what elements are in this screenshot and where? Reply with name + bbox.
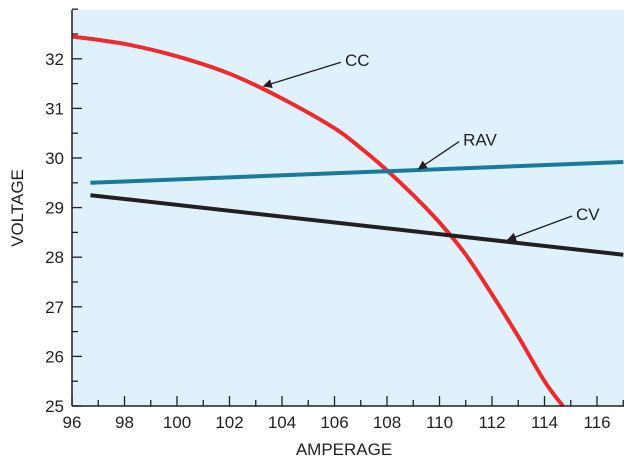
y-tick-label: 25 [45, 397, 64, 416]
y-tick-label: 27 [45, 298, 64, 317]
plot-area [72, 10, 624, 406]
annotation-arrow [262, 61, 342, 89]
y-axis-title: VOLTAGE [8, 169, 27, 247]
annotation-arrow [506, 215, 573, 242]
y-tick-label: 30 [45, 149, 64, 168]
annotation-label-rav: RAV [463, 131, 497, 150]
x-tick-label: 98 [115, 413, 134, 432]
series-line-cv [90, 193, 624, 257]
x-tick-label: 108 [373, 413, 401, 432]
series-lines [71, 34, 624, 408]
annotations: CC RAV CV [262, 51, 600, 242]
annotation-label-cc: CC [345, 51, 370, 70]
annotation-label-cv: CV [576, 205, 600, 224]
x-tick-label: 110 [426, 413, 453, 432]
ticks [71, 8, 624, 407]
x-tick-label: 112 [478, 413, 505, 432]
x-tick-label: 102 [215, 413, 243, 432]
x-tick-label: 116 [583, 413, 610, 432]
x-tick-label: 106 [320, 413, 348, 432]
y-tick-label: 28 [45, 248, 64, 267]
y-tick-label: 32 [45, 50, 64, 69]
x-tick-label: 100 [163, 413, 191, 432]
y-tick-label: 31 [45, 99, 64, 118]
axes [71, 10, 624, 407]
y-tick-label: 29 [45, 199, 64, 218]
x-tick-label: 114 [531, 413, 558, 432]
x-tick-label: 96 [63, 413, 82, 432]
x-tick-label: 104 [268, 413, 296, 432]
x-axis-title: AMPERAGE [296, 440, 392, 459]
annotation-arrow [417, 141, 460, 170]
series-line-rav [90, 160, 624, 185]
tick-labels: 96 98 100 102 104 106 108 110 112 114 116 25 26 27 28 2… [45, 50, 610, 432]
y-tick-label: 26 [45, 347, 64, 366]
